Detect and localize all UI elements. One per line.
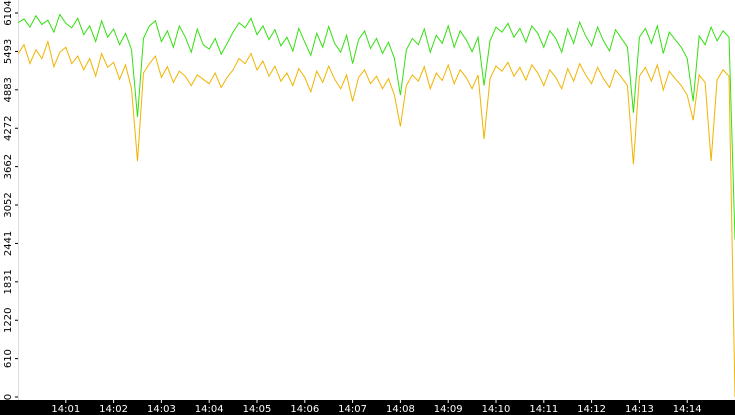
x-tick-label: 14:11 xyxy=(529,404,558,415)
series-line xyxy=(17,13,735,240)
y-tick-label: 6104 xyxy=(3,0,14,25)
series-line xyxy=(17,39,735,398)
x-tick-label: 14:06 xyxy=(290,404,319,415)
y-tick-label: 0 xyxy=(3,394,14,400)
y-tick-label: 5493 xyxy=(3,39,14,64)
x-axis-band xyxy=(0,400,735,415)
x-tick-label: 14:01 xyxy=(51,404,80,415)
x-tick-label: 14:08 xyxy=(386,404,415,415)
x-tick-label: 14:04 xyxy=(195,404,224,415)
x-tick-label: 14:07 xyxy=(338,404,367,415)
y-tick-label: 1220 xyxy=(3,308,14,333)
y-tick-label: 4272 xyxy=(3,116,14,141)
x-tick-label: 14:12 xyxy=(577,404,606,415)
x-tick-label: 14:03 xyxy=(147,404,176,415)
y-tick-label: 2441 xyxy=(3,231,14,256)
x-tick-label: 14:05 xyxy=(243,404,272,415)
x-tick-label: 14:09 xyxy=(434,404,463,415)
y-tick-label: 4883 xyxy=(3,77,14,102)
x-tick-label: 14:13 xyxy=(625,404,654,415)
x-tick-label: 14:14 xyxy=(673,404,702,415)
y-tick-label: 610 xyxy=(3,349,14,368)
y-tick-label: 3052 xyxy=(3,192,14,217)
x-tick-label: 14:10 xyxy=(482,404,511,415)
y-tick-label: 3662 xyxy=(3,154,14,179)
y-tick-label: 1831 xyxy=(3,269,14,294)
x-tick-label: 14:02 xyxy=(99,404,128,415)
